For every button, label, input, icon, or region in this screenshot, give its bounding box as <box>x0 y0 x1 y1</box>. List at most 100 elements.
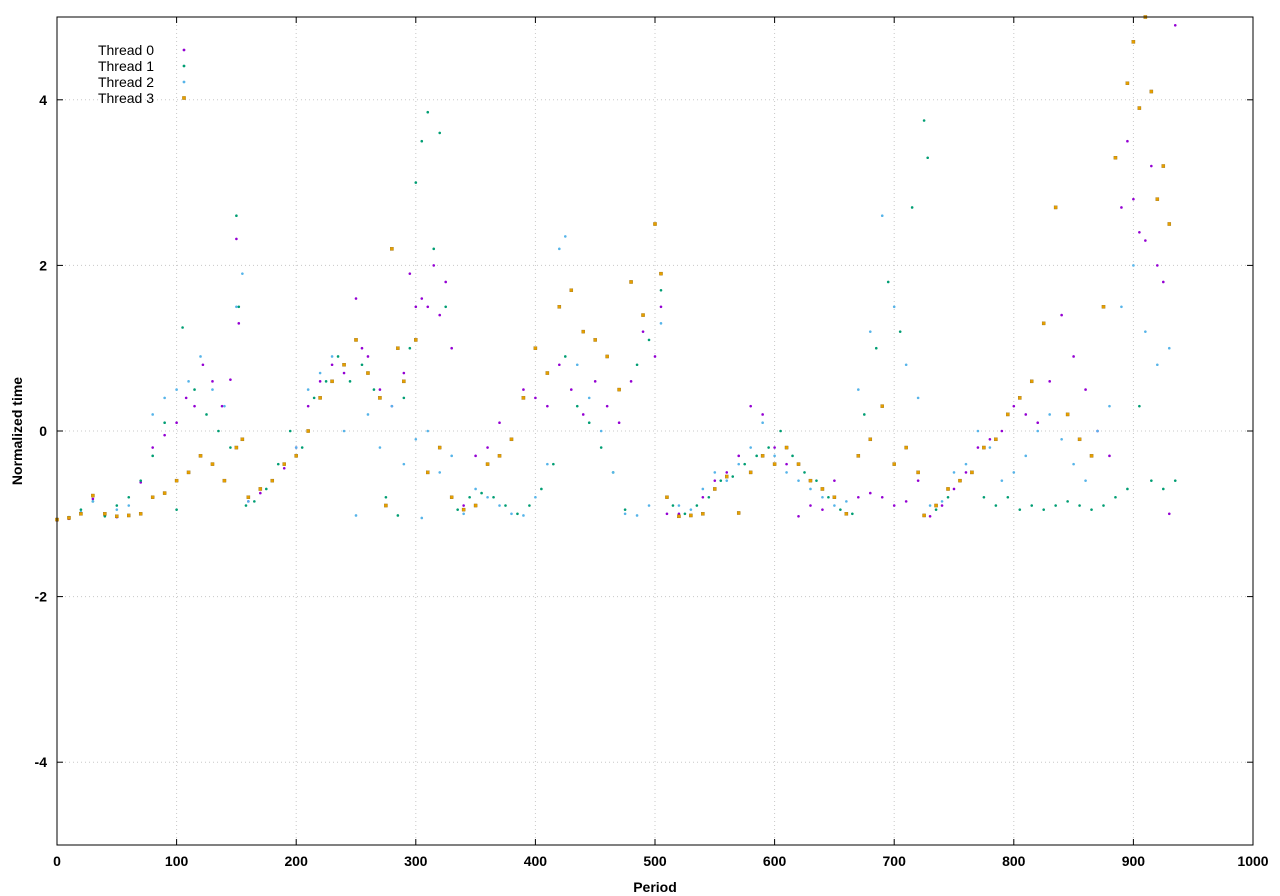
data-point <box>683 512 687 516</box>
data-point <box>138 512 143 516</box>
data-point <box>611 471 615 474</box>
data-point <box>749 446 752 449</box>
data-point <box>844 512 849 516</box>
data-point <box>1072 462 1075 466</box>
data-point <box>1000 429 1004 433</box>
grid-lines <box>57 17 1253 845</box>
data-point <box>432 247 436 251</box>
data-point <box>1006 495 1010 499</box>
data-point <box>498 504 501 507</box>
data-point <box>258 487 263 491</box>
data-point <box>880 495 884 499</box>
data-point <box>426 470 430 475</box>
data-point <box>845 500 848 503</box>
data-point <box>1053 205 1058 210</box>
data-point <box>79 508 83 511</box>
data-point <box>456 508 459 511</box>
data-point <box>509 437 514 442</box>
data-point <box>288 429 292 433</box>
data-point <box>163 433 166 437</box>
data-point <box>485 462 490 466</box>
data-point <box>198 454 203 458</box>
data-point <box>294 446 298 449</box>
data-point <box>486 446 489 449</box>
data-point <box>67 516 71 520</box>
data-point <box>1120 206 1123 209</box>
x-tick-label: 1000 <box>1237 853 1268 869</box>
data-point <box>540 487 543 491</box>
data-point <box>569 288 574 292</box>
data-point <box>760 454 765 458</box>
series-thread-3 <box>55 15 1172 522</box>
data-point <box>1065 412 1070 417</box>
data-point <box>223 404 226 408</box>
data-point <box>976 429 980 433</box>
data-point <box>504 504 507 507</box>
data-point <box>1066 500 1069 503</box>
data-point <box>593 380 597 383</box>
legend-label: Thread 1 <box>98 58 154 74</box>
data-point <box>354 514 358 517</box>
data-point <box>1161 164 1166 168</box>
data-point <box>695 504 699 507</box>
data-point <box>725 474 729 479</box>
data-point <box>115 508 119 511</box>
data-point <box>1144 330 1147 333</box>
data-point <box>402 371 406 375</box>
data-point <box>892 462 896 466</box>
data-point <box>265 487 268 491</box>
data-point <box>402 462 406 466</box>
x-tick-label: 900 <box>1122 853 1146 869</box>
data-point <box>952 487 956 491</box>
data-point <box>659 288 663 292</box>
data-point <box>1114 495 1117 499</box>
data-point <box>785 471 788 474</box>
data-point <box>162 491 167 495</box>
data-point <box>791 454 794 458</box>
data-point <box>127 513 131 518</box>
data-point <box>414 181 418 184</box>
data-point <box>175 421 178 425</box>
data-point <box>575 363 579 367</box>
data-point <box>575 404 579 408</box>
y-tick-label: 4 <box>39 92 47 108</box>
data-point <box>150 495 155 499</box>
data-point <box>779 429 782 433</box>
data-point <box>306 404 310 408</box>
data-point <box>139 479 143 482</box>
data-point <box>360 363 364 367</box>
data-point <box>474 487 477 491</box>
data-point <box>593 338 597 342</box>
data-point <box>211 388 214 391</box>
data-point <box>767 446 770 449</box>
data-point <box>282 462 286 466</box>
data-point <box>462 504 465 507</box>
data-point <box>1036 429 1040 433</box>
data-point <box>396 514 400 517</box>
data-point <box>402 396 406 400</box>
data-point <box>581 413 585 416</box>
data-point <box>426 305 430 309</box>
data-point <box>892 504 896 507</box>
data-point <box>1101 305 1106 309</box>
data-point <box>235 237 238 241</box>
data-point <box>372 388 376 391</box>
data-point <box>1042 508 1045 511</box>
data-point <box>1173 479 1177 482</box>
data-point <box>1048 380 1051 383</box>
x-tick-label: 700 <box>883 853 907 869</box>
data-point <box>486 495 489 499</box>
data-point <box>725 479 729 482</box>
data-point <box>522 514 525 517</box>
data-point <box>653 355 657 358</box>
y-tick-label: -4 <box>35 754 48 770</box>
data-point <box>1150 479 1153 482</box>
data-point <box>713 487 717 491</box>
data-point <box>1060 313 1063 317</box>
data-point <box>910 206 914 209</box>
data-point <box>904 363 908 367</box>
y-tick-label: -2 <box>35 589 48 605</box>
data-point <box>533 346 538 350</box>
axis-ticks: 0 100 200 300 400 500 600 700 800 900 1000 -4 -2 0 2 4 <box>35 17 1269 869</box>
